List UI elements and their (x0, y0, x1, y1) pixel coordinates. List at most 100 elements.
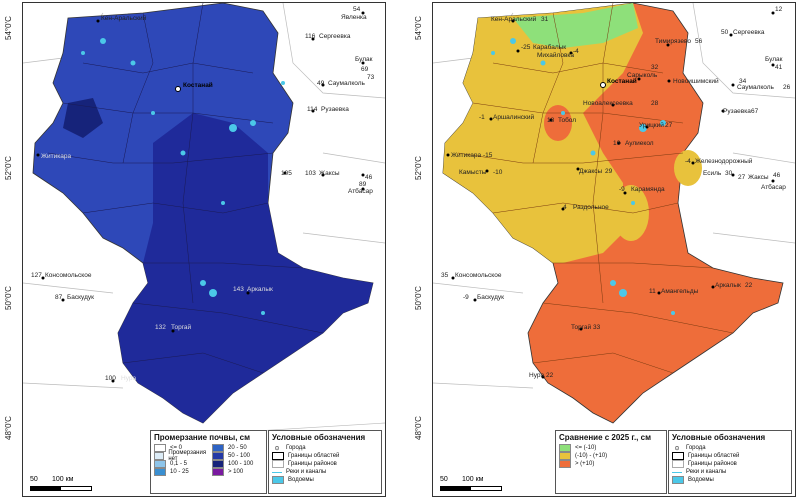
place-name-label: Города (686, 445, 706, 451)
place-value-label: 26 (783, 84, 791, 91)
place-value-label: 89 (359, 181, 367, 188)
place-name-label: Аркалык (715, 282, 741, 289)
place-name-label: Баскудук (67, 294, 94, 301)
place-label: Кен-Аральский (101, 14, 147, 22)
place-value-label: 87 (55, 294, 63, 301)
place-name-label: Условные обозначения (672, 433, 766, 442)
place-name-label: Реки и каналы (686, 469, 727, 475)
place-name-label: Булак (355, 56, 373, 63)
left-conventional-legend: Условные обозначения ⊙ Города Границы обл… (268, 430, 382, 494)
place-name-label: Камысты (459, 169, 487, 176)
place-name-label: 100 - 100 (228, 461, 254, 467)
place-name-label: Баскудук (477, 294, 504, 301)
place-value-label: 4 (563, 204, 567, 211)
place-name-label: 50 - 100 (228, 453, 251, 459)
place-value-label: 16 (613, 140, 621, 147)
place-name-label: Новоишимский (673, 77, 719, 85)
place-value-label: 41 (775, 64, 783, 71)
lat-label-48: 48°0'C (4, 416, 13, 440)
place-name-label: 50 (30, 476, 38, 483)
right-map-frame: Кен-Аральский 31 -25 Карабалык Михайловк… (432, 2, 796, 497)
place-value-label: 33 (593, 324, 601, 331)
place-name-label: Промерзание почвы, см (154, 433, 251, 442)
right-map-svg: Кен-Аральский 31 -25 Карабалык Михайловк… (433, 3, 795, 424)
right-legend: Сравнение с 2025 г., см <= (-10) (-10) -… (555, 430, 667, 494)
place-name-label: 0,1 - 5 (170, 461, 188, 467)
place-value-label: -10 (493, 169, 503, 176)
place-name-label: 50 (440, 476, 448, 483)
place-value-label: -1 (479, 114, 485, 121)
place-name-label: Явленка (341, 14, 367, 21)
lat-label-50: 50°0'C (4, 286, 13, 310)
place-value-label: 46 (773, 172, 781, 179)
place-name-label: Атбасар (348, 187, 373, 195)
place-name-label: Сарыколь (627, 72, 658, 79)
place-value-label: 30 (725, 170, 733, 177)
scale-bar-right: 50 100 км (440, 476, 502, 491)
place-name-label: > (+10) (575, 461, 595, 467)
place-name-label: Костанай (607, 77, 637, 85)
place-name-label: Жаксы (319, 170, 340, 177)
place-name-label: Михайловка (537, 51, 574, 59)
place-name-label: Амангельды (661, 288, 699, 295)
place-value-label: 132 (155, 324, 166, 331)
place-name-label: Нура (529, 372, 544, 379)
place-value-label: 29 (605, 168, 613, 175)
place-value-label: 28 (651, 100, 659, 107)
lat-label-52: 52°0'C (4, 156, 13, 180)
place-name-label: 54°0'C (414, 16, 423, 40)
place-name-label: <= 0 (170, 445, 183, 451)
place-value-label: 56 (695, 38, 703, 45)
place-name-label: Житикара (41, 153, 71, 160)
place-value-label: 127 (31, 272, 42, 279)
left-legend: Промерзание почвы, см <= 0 Промерзания н… (150, 430, 267, 494)
place-value-label: 34 (739, 78, 747, 85)
place-name-label: Саумалколь (737, 84, 775, 91)
left-map-frame: Кен-Аральский 54 Явленка 116 Сергеевка 4… (22, 2, 386, 497)
place-name-label: Булак (765, 56, 783, 63)
place-name-label: Железнодорожный (695, 157, 753, 165)
place-name-label: 20 - 50 (228, 445, 247, 451)
scale-bar-left: 50 100 км (30, 476, 92, 491)
place-name-label: Тимирязево (655, 38, 691, 45)
place-name-label: Аулиекол (625, 140, 654, 147)
place-name-label: Торгай (171, 323, 192, 331)
place-value-label: 12 (775, 6, 783, 13)
place-name-label: Границы областей (288, 453, 340, 459)
place-value-label: -9 (463, 294, 469, 301)
place-name-label: Атбасар (761, 183, 786, 191)
place-name-label: Сергеевка (319, 33, 351, 40)
place-value-label: 18 (547, 117, 555, 124)
place-name-label: Нура (121, 375, 136, 382)
place-name-label: 100 км (462, 476, 484, 483)
place-name-label: Кен-Аральский (491, 15, 537, 23)
place-value-label: 116 (305, 33, 316, 40)
place-name-label: 73 (367, 74, 375, 81)
place-name-label: > 100 (228, 469, 244, 475)
place-name-label: Аркалык (247, 286, 273, 293)
right-conventional-legend: Условные обозначения ⊙ Города Границы обл… (668, 430, 792, 494)
place-value-label: 69 (361, 66, 369, 73)
place-name-label: 50°0'C (414, 286, 423, 310)
place-name-label: Условные обозначения (272, 433, 366, 442)
place-name-label: Города (286, 445, 306, 451)
place-value-label: 105 (281, 170, 292, 177)
place-name-label: Житикара (451, 152, 481, 159)
place-value-label: 22 (546, 372, 554, 379)
place-name-label: Сергеевка (733, 29, 765, 36)
place-name-label: Границы областей (688, 453, 740, 459)
place-value-label: 11 (649, 288, 656, 295)
place-name-label: 100 км (52, 476, 74, 483)
place-value-label: -25 (521, 44, 531, 51)
left-map-panel: 54°0'C 52°0'C 50°0'C 48°0'C (0, 0, 390, 500)
place-name-label: Водоемы (288, 477, 314, 483)
place-name-label: Рузаевка (723, 108, 751, 115)
place-name-label: 48°0'C (414, 416, 423, 440)
place-name-label: Новоалексеевка (583, 100, 633, 107)
place-name-label: Водоемы (688, 477, 714, 483)
place-value-label: -15 (483, 152, 493, 159)
place-value-label: -9 (619, 186, 625, 193)
place-name-label: Саумалколь (328, 80, 366, 87)
place-name-label: Промерзания нет (168, 450, 207, 462)
place-name-label: Рузаевка (321, 106, 349, 113)
